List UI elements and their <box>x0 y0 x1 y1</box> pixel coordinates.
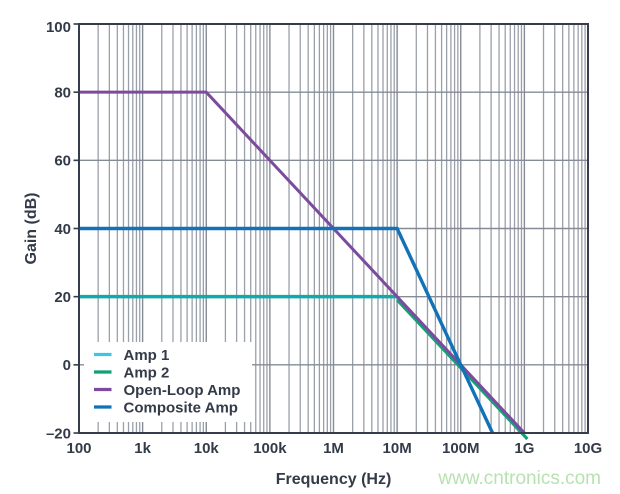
svg-text:60: 60 <box>54 153 71 170</box>
svg-text:Gain (dB): Gain (dB) <box>23 193 40 265</box>
svg-text:0: 0 <box>63 357 71 374</box>
svg-text:1G: 1G <box>514 440 534 457</box>
svg-text:Amp 2: Amp 2 <box>124 364 170 381</box>
svg-text:100M: 100M <box>442 440 480 457</box>
svg-text:Composite Amp: Composite Amp <box>124 399 238 416</box>
svg-text:80: 80 <box>54 84 71 101</box>
svg-text:100k: 100k <box>253 440 287 457</box>
svg-text:–20: –20 <box>46 425 71 442</box>
svg-text:20: 20 <box>54 289 71 306</box>
svg-text:www.cntronics.com: www.cntronics.com <box>437 468 601 489</box>
svg-text:Open-Loop Amp: Open-Loop Amp <box>124 382 241 399</box>
svg-text:Frequency (Hz): Frequency (Hz) <box>276 471 392 488</box>
svg-text:1M: 1M <box>323 440 344 457</box>
svg-text:10M: 10M <box>383 440 412 457</box>
svg-text:40: 40 <box>54 221 71 238</box>
svg-text:1k: 1k <box>134 440 151 457</box>
svg-text:Amp 1: Amp 1 <box>124 347 170 364</box>
svg-text:10G: 10G <box>574 440 602 457</box>
svg-text:10k: 10k <box>194 440 220 457</box>
svg-text:100: 100 <box>46 19 71 36</box>
svg-text:100: 100 <box>66 440 91 457</box>
